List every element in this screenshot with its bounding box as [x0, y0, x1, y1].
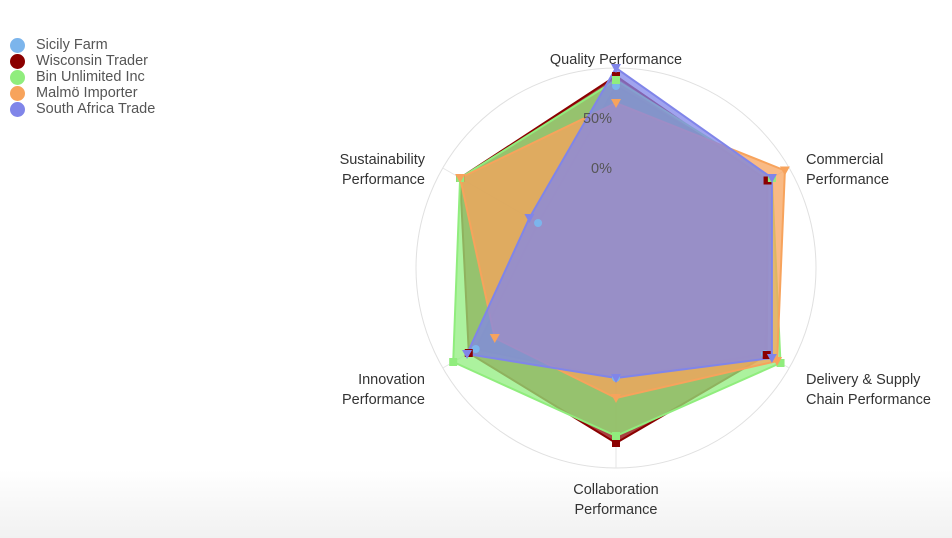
- legend-label: Wisconsin Trader: [36, 53, 149, 69]
- radial-tick-label: 0%: [591, 161, 612, 177]
- category-label: Commercial Performance: [806, 152, 889, 188]
- legend-item[interactable]: Wisconsin Trader: [10, 53, 155, 69]
- legend-swatch-icon: [10, 69, 25, 85]
- data-point[interactable]: [766, 354, 777, 363]
- legend-item[interactable]: South Africa Trade: [10, 101, 155, 117]
- data-point[interactable]: [763, 176, 772, 185]
- category-label: Quality Performance: [550, 52, 682, 68]
- data-point[interactable]: [612, 432, 620, 440]
- chart-legend: Sicily Farm Wisconsin Trader Bin Unlimited…: [10, 37, 155, 117]
- data-point[interactable]: [611, 99, 621, 108]
- data-point[interactable]: [612, 76, 620, 84]
- data-point[interactable]: [779, 166, 790, 176]
- data-point[interactable]: [612, 439, 620, 447]
- data-point[interactable]: [766, 174, 777, 183]
- legend-swatch-icon: [10, 85, 25, 101]
- legend-swatch-icon: [10, 37, 25, 53]
- legend-label: Bin Unlimited Inc: [36, 69, 145, 85]
- data-point[interactable]: [611, 64, 621, 73]
- category-label: Delivery & Supply Chain Performance: [806, 372, 931, 408]
- data-point[interactable]: [471, 345, 480, 353]
- data-point[interactable]: [524, 214, 535, 223]
- category-label: Sustainability Performance: [340, 152, 426, 188]
- legend-swatch-icon: [10, 53, 25, 69]
- category-label: Collaboration Performance: [573, 482, 658, 518]
- data-point[interactable]: [462, 350, 473, 359]
- legend-label: South Africa Trade: [36, 101, 156, 117]
- data-point[interactable]: [455, 174, 466, 183]
- data-point[interactable]: [772, 357, 783, 366]
- legend-item[interactable]: Bin Unlimited Inc: [10, 69, 155, 85]
- data-point[interactable]: [449, 358, 458, 366]
- data-point[interactable]: [611, 374, 621, 383]
- data-point[interactable]: [611, 394, 621, 403]
- radial-tick-label: 50%: [583, 111, 612, 127]
- legend-label: Malmö Importer: [36, 85, 138, 101]
- category-label: Innovation Performance: [342, 372, 425, 408]
- legend-item[interactable]: Sicily Farm: [10, 37, 155, 53]
- legend-swatch-icon: [10, 101, 25, 117]
- data-point[interactable]: [489, 334, 500, 343]
- data-point[interactable]: [776, 359, 785, 367]
- legend-item[interactable]: Malmö Importer: [10, 85, 155, 101]
- data-point[interactable]: [762, 351, 771, 359]
- data-point[interactable]: [534, 219, 543, 227]
- legend-label: Sicily Farm: [36, 37, 108, 53]
